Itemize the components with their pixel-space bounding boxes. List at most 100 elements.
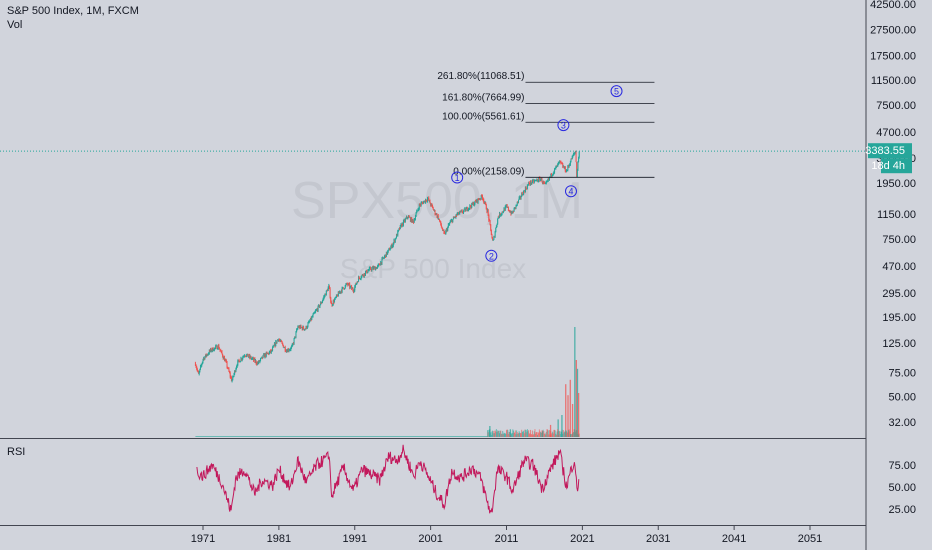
volume-legend[interactable]: Vol <box>7 19 23 31</box>
price-candle-body <box>380 262 382 264</box>
price-candle-body <box>461 210 463 213</box>
chart-title[interactable]: S&P 500 Index, 1M, FXCM <box>7 5 139 17</box>
volume-bar <box>503 432 505 437</box>
price-candle-body <box>398 228 400 230</box>
price-candle-body <box>294 336 296 338</box>
price-candle-body <box>455 214 457 218</box>
volume-bar <box>487 432 489 437</box>
price-candle-body <box>387 249 389 252</box>
price-candle-body <box>256 362 258 365</box>
price-candle-body <box>503 208 505 212</box>
volume-bar <box>538 429 540 437</box>
price-candle-body <box>286 350 287 352</box>
volume-bar <box>507 429 509 437</box>
volume-bar <box>516 432 518 437</box>
time-axis-ticks: 1971 1981 1991 2001 2011 2021 2031 2041 2051 <box>191 526 822 545</box>
volume-bar <box>530 434 532 437</box>
price-candle-body <box>244 355 246 357</box>
price-candle-body <box>248 356 250 358</box>
price-candle-body <box>200 366 201 369</box>
price-candle-body <box>451 220 453 223</box>
price-candle-body <box>347 283 349 285</box>
price-candle-body <box>255 360 256 362</box>
price-candle-body <box>268 352 270 355</box>
price-candle-body <box>525 187 526 192</box>
price-candle-body <box>206 354 208 357</box>
price-candle-body <box>370 267 372 270</box>
price-candle-body <box>366 272 368 274</box>
price-candle-body <box>349 286 351 288</box>
price-candle-body <box>254 358 256 362</box>
price-candle-body <box>501 213 502 215</box>
price-candle-body <box>382 257 384 259</box>
fib-level-label: 161.80%(7664.99) <box>442 93 524 104</box>
volume-bar <box>574 432 576 437</box>
price-candle-body <box>423 200 425 202</box>
fib-level-label: 261.80%(11068.51) <box>437 71 524 82</box>
volume-bar <box>526 429 528 437</box>
volume-bar <box>558 430 560 437</box>
price-candle-body <box>396 234 397 239</box>
price-candle-body <box>361 274 363 276</box>
price-candle-body <box>422 202 424 204</box>
time-tick-label: 1971 <box>191 533 215 545</box>
volume-bar <box>536 434 538 437</box>
price-candle-body <box>430 203 432 206</box>
price-candle-body <box>494 236 495 238</box>
price-candle-body <box>493 236 495 240</box>
price-candle-body <box>425 199 427 201</box>
volume-bar <box>563 432 565 437</box>
price-candle-body <box>258 360 260 362</box>
price-candle-body <box>228 368 230 372</box>
price-candle-body <box>406 216 408 218</box>
price-candle-body <box>311 316 313 318</box>
price-candle-body <box>520 196 522 198</box>
price-candle-body <box>345 284 347 286</box>
price-candle-body <box>524 190 526 192</box>
volume-bar <box>577 430 579 437</box>
price-candle-body <box>281 340 282 342</box>
price-candle-body <box>478 199 480 201</box>
volume-bar <box>571 404 574 437</box>
price-candle-body <box>379 264 381 266</box>
volume-bar <box>489 429 491 437</box>
volume-bar <box>493 433 495 437</box>
volume-bar <box>567 430 569 437</box>
price-candle-body <box>571 158 573 160</box>
price-candle-body <box>511 211 513 214</box>
price-candle-body <box>211 350 213 352</box>
volume-bar <box>564 431 566 437</box>
price-candle-body <box>418 209 420 211</box>
price-candle-body <box>293 338 295 344</box>
price-candle-body <box>400 224 402 226</box>
volume-bar <box>521 429 523 437</box>
price-candle-body <box>435 214 437 215</box>
price-candle-body <box>446 229 448 231</box>
price-candle-body <box>354 283 356 287</box>
price-candle-body <box>432 207 434 210</box>
price-candle-body <box>395 238 397 240</box>
price-candle-body <box>198 371 200 374</box>
volume-bar <box>545 434 547 437</box>
price-candle-body <box>387 251 389 255</box>
wave-label-circle <box>564 185 577 198</box>
price-candle-body <box>298 326 299 328</box>
price-tick-label: 125.00 <box>882 338 916 350</box>
volume-bar <box>525 432 527 437</box>
price-candle-body <box>238 360 239 361</box>
price-candle-body <box>253 358 255 361</box>
price-candle-body <box>299 326 301 329</box>
rsi-tick-label: 50.00 <box>888 482 916 494</box>
price-candle-body <box>440 224 442 227</box>
price-candle-body <box>203 358 205 360</box>
rsi-legend[interactable]: RSI <box>7 446 26 458</box>
price-candle-body <box>571 155 573 160</box>
price-candle-body <box>222 356 224 359</box>
price-candle-body <box>370 269 372 271</box>
price-candle-body <box>459 211 461 214</box>
price-candle-body <box>411 217 413 223</box>
volume-bar <box>509 432 511 437</box>
price-candle-body <box>262 355 264 358</box>
price-candle-body <box>320 302 322 304</box>
